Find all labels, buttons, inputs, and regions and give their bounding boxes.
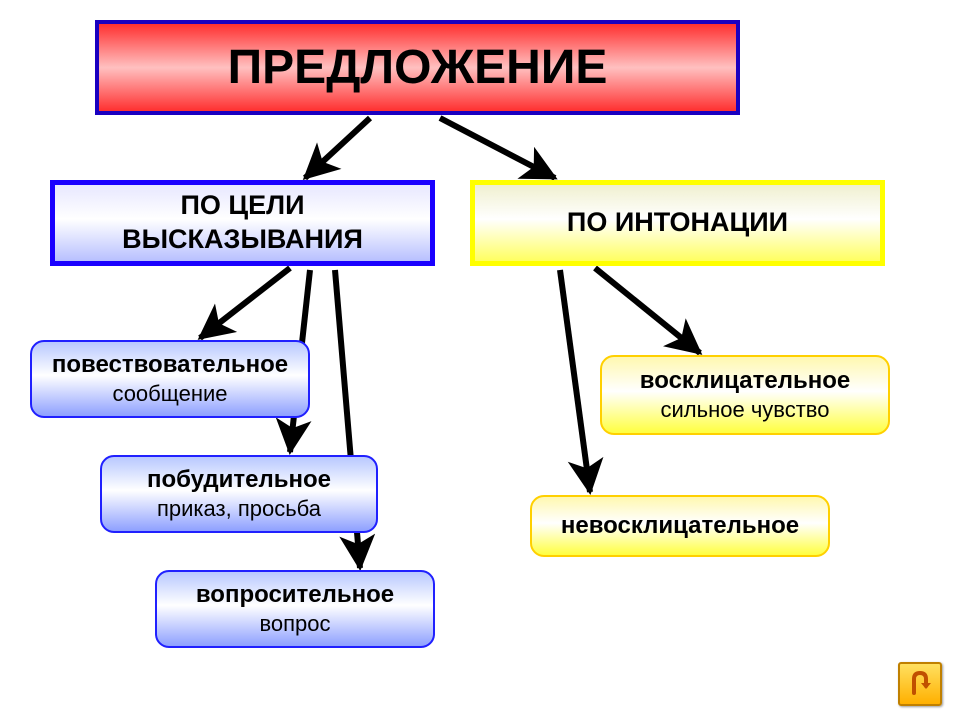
leaf1-title: повествовательное	[52, 350, 288, 380]
leaf2-title: побудительное	[147, 465, 331, 495]
leaf-imperative: побудительное приказ, просьба	[100, 455, 378, 533]
leaf5-title: невосклицательное	[561, 511, 799, 541]
leaf1-sub: сообщение	[112, 380, 227, 408]
leaf4-title: восклицательное	[640, 366, 850, 396]
title-box: ПРЕДЛОЖЕНИЕ	[95, 20, 740, 115]
u-turn-icon	[905, 669, 935, 699]
category-purpose: ПО ЦЕЛИ ВЫСКАЗЫВАНИЯ	[50, 180, 435, 266]
title-text: ПРЕДЛОЖЕНИЕ	[228, 38, 608, 98]
cat1-line2: ВЫСКАЗЫВАНИЯ	[122, 223, 363, 257]
leaf3-sub: вопрос	[259, 610, 330, 638]
leaf-non-exclamatory: невосклицательное	[530, 495, 830, 557]
return-button[interactable]	[898, 662, 942, 706]
cat2-line1: ПО ИНТОНАЦИИ	[567, 206, 788, 240]
leaf-exclamatory: восклицательное сильное чувство	[600, 355, 890, 435]
leaf-declarative: повествовательное сообщение	[30, 340, 310, 418]
leaf4-sub: сильное чувство	[661, 396, 830, 424]
cat1-line1: ПО ЦЕЛИ	[181, 189, 305, 223]
leaf-interrogative: вопросительное вопрос	[155, 570, 435, 648]
leaf2-sub: приказ, просьба	[157, 495, 321, 523]
leaf3-title: вопросительное	[196, 580, 394, 610]
category-intonation: ПО ИНТОНАЦИИ	[470, 180, 885, 266]
